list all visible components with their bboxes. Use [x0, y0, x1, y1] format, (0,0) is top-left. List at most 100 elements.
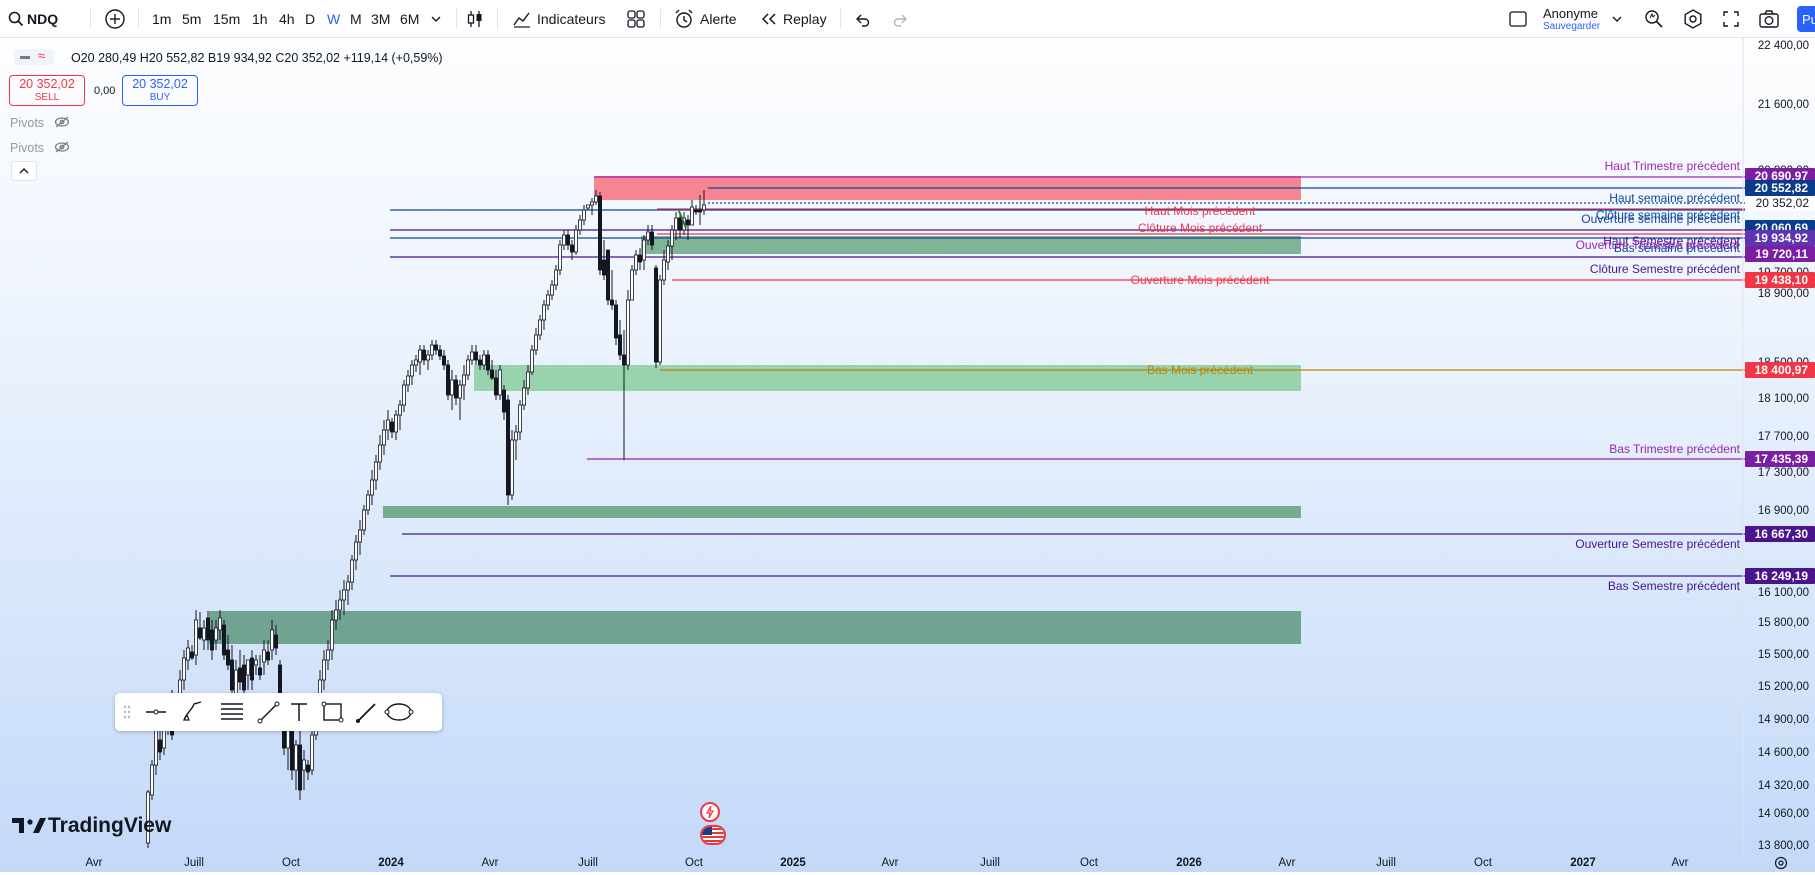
gear-icon	[1774, 856, 1788, 870]
symbol-search[interactable]: NDQ	[8, 0, 58, 38]
candle-body	[345, 581, 350, 591]
price-chart[interactable]: Haut Trimestre précédent Haut semaine pré…	[0, 38, 1815, 872]
candle-body	[638, 254, 643, 263]
time-axis-tick: Avr	[481, 857, 498, 869]
ellipse-icon[interactable]	[384, 703, 414, 721]
candle-body	[409, 364, 414, 377]
candle-body	[429, 344, 434, 356]
candle-body	[437, 349, 442, 357]
indicators-label: Indicateurs	[537, 11, 606, 27]
candle-body	[614, 304, 619, 339]
candle-body	[257, 667, 262, 676]
candle-body	[626, 299, 631, 366]
tab-timeframe-3m[interactable]: 3M	[371, 11, 391, 27]
candle-body	[598, 195, 603, 271]
chart-type-button[interactable]	[465, 0, 485, 38]
candle-body	[654, 267, 659, 363]
candle-body	[389, 421, 394, 433]
trade-arrow-marker	[678, 210, 687, 229]
timeframe-dropdown[interactable]	[430, 0, 442, 38]
pivots-indicator-2[interactable]: Pivots	[10, 141, 70, 155]
candle-body	[570, 244, 575, 253]
price-axis-tick: 15 800,00	[1758, 617, 1809, 629]
tab-timeframe-4h[interactable]: 4h	[279, 11, 295, 27]
tradingview-logo[interactable]: TradingView	[12, 814, 171, 838]
us-flag-event-icon[interactable]	[700, 825, 726, 845]
candle-body	[245, 659, 250, 676]
drag-handle-icon[interactable]	[123, 705, 131, 719]
collapse-legend-button[interactable]	[11, 161, 37, 181]
sell-button[interactable]: 20 352,02 SELL	[9, 75, 85, 106]
price-badge-text: 17 435,39	[1755, 452, 1809, 466]
fib-retracement-icon[interactable]	[221, 703, 243, 720]
rectangle-icon[interactable]	[321, 701, 344, 723]
series-visibility-toggle[interactable]: ≈	[14, 48, 54, 65]
text-tool-icon[interactable]	[291, 703, 307, 721]
tab-timeframe-5m[interactable]: 5m	[182, 11, 202, 27]
candle-body	[365, 494, 370, 511]
tab-timeframe-1h[interactable]: 1h	[252, 11, 268, 27]
candle-body	[562, 234, 567, 246]
layout-checkbox[interactable]	[1508, 0, 1528, 38]
horizontal-line-icon[interactable]	[146, 709, 166, 715]
candle-body	[650, 231, 655, 246]
candle-body	[670, 229, 675, 247]
tab-timeframe-m[interactable]: M	[350, 11, 362, 27]
level-label: Ouverture Trimestre précédent	[1576, 238, 1740, 252]
price-axis-tick: 15 200,00	[1758, 681, 1809, 693]
quick-search-button[interactable]	[1644, 0, 1664, 38]
compare-symbol-button[interactable]	[104, 0, 126, 38]
candle-body	[542, 304, 547, 321]
snapshot-button[interactable]	[1758, 0, 1780, 38]
layouts-button[interactable]	[626, 0, 646, 38]
time-axis-tick: Avr	[1278, 857, 1295, 869]
pivots-indicator-1[interactable]: Pivots	[10, 116, 70, 130]
candle-body	[485, 354, 490, 371]
publish-button[interactable]: Pu	[1797, 6, 1815, 32]
time-axis-tick: Oct	[1080, 857, 1099, 869]
current-price-text: 20 352,02	[1756, 196, 1810, 210]
candle-body	[610, 299, 615, 306]
replay-button[interactable]: Replay	[760, 0, 827, 38]
candle-body	[694, 209, 699, 213]
tab-timeframe-d[interactable]: D	[305, 11, 316, 27]
indicators-button[interactable]: Indicateurs	[512, 0, 605, 38]
tradingview-logo-text: TradingView	[48, 814, 172, 837]
candle-body	[558, 244, 563, 271]
candle-body	[433, 344, 438, 351]
time-axis-tick: Oct	[1474, 857, 1493, 869]
sell-price: 20 352,02	[19, 77, 75, 91]
user-layout-menu[interactable]: Anonyme Sauvegarder	[1543, 0, 1600, 38]
candle-body	[325, 649, 330, 661]
candle-body	[293, 744, 298, 771]
fullscreen-button[interactable]	[1722, 0, 1740, 38]
trend-line-icon[interactable]	[257, 701, 280, 724]
buy-button[interactable]: 20 352,02 BUY	[122, 75, 198, 106]
candle-body	[421, 349, 426, 361]
eye-off-icon[interactable]	[54, 141, 70, 153]
alert-button[interactable]: Alerte	[673, 0, 737, 38]
pen-icon[interactable]	[356, 703, 376, 723]
level-label: Haut Mois précédent	[1145, 204, 1256, 218]
price-badge-text: 20 690,97	[1755, 169, 1809, 183]
candle-body	[297, 744, 302, 791]
tab-timeframe-w[interactable]: W	[327, 11, 341, 27]
price-badge-text: 16 249,19	[1755, 569, 1809, 583]
price-axis-tick: 16 900,00	[1758, 505, 1809, 517]
candle-body	[678, 217, 683, 231]
brush-icon[interactable]	[182, 701, 202, 721]
tab-timeframe-15m[interactable]: 15m	[213, 11, 241, 27]
tab-timeframe-1m[interactable]: 1m	[152, 11, 172, 27]
tab-timeframe-6m[interactable]: 6M	[400, 11, 420, 27]
candle-body	[505, 399, 510, 496]
time-axis-settings-button[interactable]	[1774, 856, 1788, 875]
price-badge	[1745, 526, 1815, 542]
settings-button[interactable]	[1683, 0, 1703, 38]
level-label: Ouverture Mois précédent	[1131, 273, 1270, 287]
undo-button[interactable]	[853, 0, 871, 38]
symbol-name: NDQ	[27, 11, 59, 27]
redo-button[interactable]	[892, 0, 910, 38]
user-menu-dropdown[interactable]	[1611, 0, 1623, 38]
eye-off-icon[interactable]	[54, 116, 70, 128]
economic-event-icon[interactable]	[700, 802, 720, 822]
